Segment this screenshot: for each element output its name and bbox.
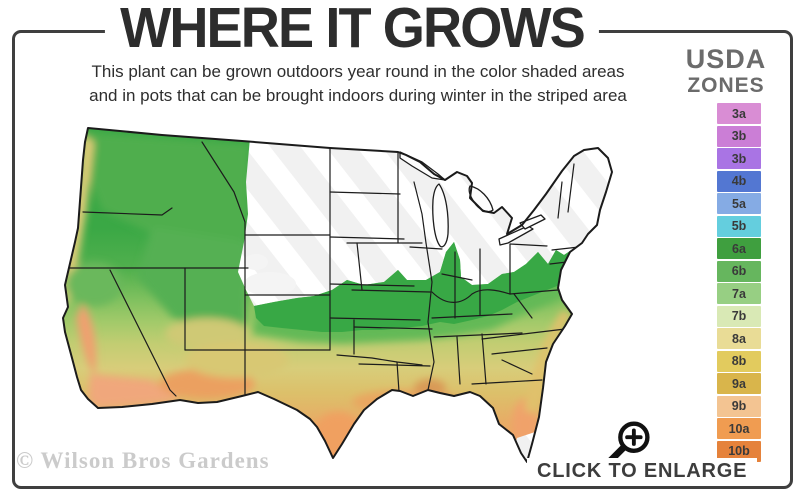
legend-zone-chip-7a: 7a	[717, 283, 761, 304]
page-title: WHERE IT GROWS	[104, 0, 600, 57]
legend-zone-chip-4b: 4b	[717, 170, 761, 192]
subtitle-line-1: This plant can be grown outdoors year ro…	[91, 62, 625, 81]
legend-zone-chip-9b: 9b	[717, 395, 761, 417]
magnifier-zoom-icon[interactable]	[601, 416, 659, 477]
usda-label: USDA	[685, 44, 767, 74]
striped-not-hardy-region	[238, 138, 612, 306]
zone-6-green-band	[254, 234, 591, 332]
legend-zone-chip-10b: 10b	[717, 440, 761, 462]
usa-hardiness-map[interactable]	[2, 122, 662, 474]
subtitle: This plant can be grown outdoors year ro…	[38, 60, 678, 108]
legend-zone-chip-5b: 5b	[717, 215, 761, 237]
state-borders	[67, 141, 589, 397]
usda-zones-heading: USDA ZONES	[680, 44, 772, 97]
subtitle-line-2: and in pots that can be brought indoors …	[89, 86, 627, 106]
watermark: © Wilson Bros Gardens	[16, 448, 270, 473]
legend-zone-chip-8a: 8a	[717, 328, 761, 349]
legend-zone-chip-3b: 3b	[717, 148, 761, 169]
legend-zone-chip-8b: 8b	[717, 350, 761, 372]
zones-label: ZONES	[687, 74, 765, 97]
legend-zone-chip-10a: 10a	[717, 418, 761, 439]
lake-erie	[498, 225, 534, 246]
map-color-shading	[63, 128, 612, 462]
usda-zone-legend: 3a 3b 3b 4b 5a 5b 6a 6b 7a 7b 8a 8b 9a 9b 10a 10b	[717, 103, 761, 463]
usa-outline	[62, 127, 613, 463]
legend-zone-chip-9a: 9a	[717, 373, 761, 394]
legend-zone-chip-3a: 3a	[717, 103, 761, 124]
legend-zone-chip-3b: 3b	[717, 125, 761, 147]
lake-michigan	[432, 183, 449, 248]
lake-ontario	[519, 214, 546, 230]
great-lakes	[399, 151, 546, 248]
legend-zone-chip-6a: 6a	[717, 238, 761, 259]
legend-zone-chip-6b: 6b	[717, 260, 761, 282]
click-to-enlarge-button[interactable]: CLICK TO ENLARGE	[527, 458, 758, 485]
usa-map-svg	[62, 127, 613, 463]
legend-zone-chip-7b: 7b	[717, 305, 761, 327]
legend-zone-chip-5a: 5a	[717, 193, 761, 214]
